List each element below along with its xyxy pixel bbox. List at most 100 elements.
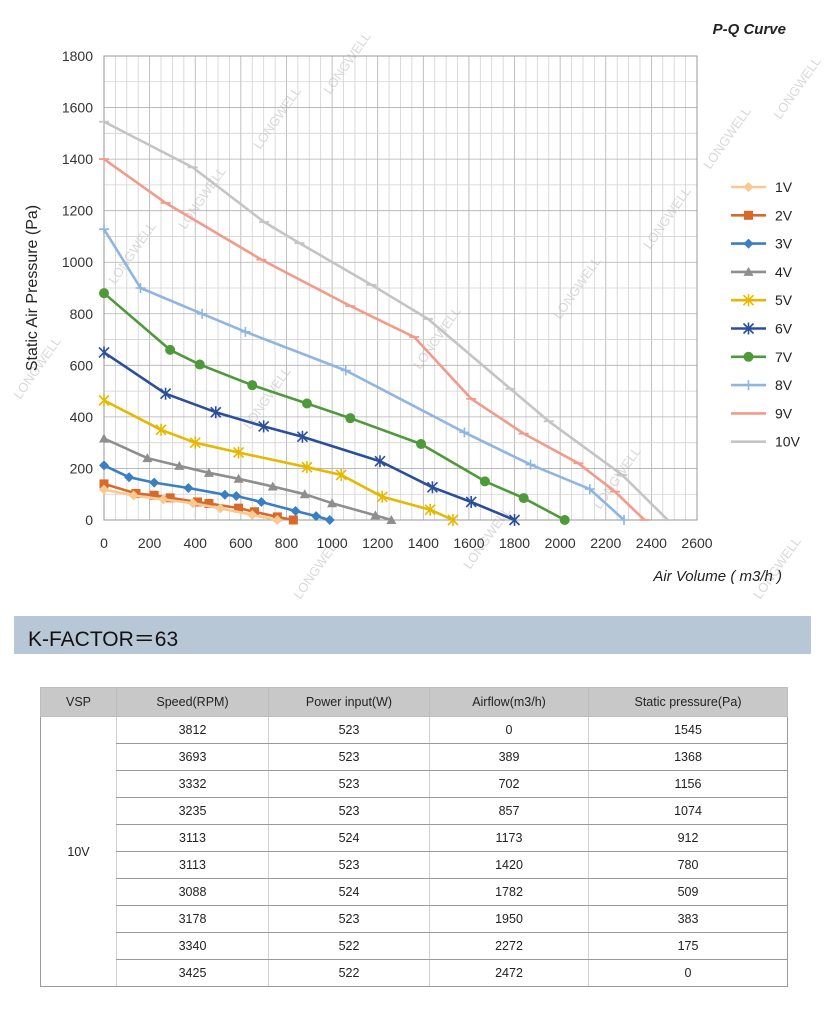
series-6v [98, 346, 521, 526]
header-airflow: Airflow(m3/h) [429, 687, 589, 717]
data-point [187, 498, 198, 509]
data-point [584, 484, 595, 495]
table-row: 3340 522 2272 175 [41, 932, 788, 960]
table-row: 10V 3812 523 0 1545 [40, 716, 788, 987]
data-point [508, 514, 521, 526]
x-tick-label: 800 [275, 535, 299, 551]
k-factor-bar: K-FACTOR＝63 [14, 616, 811, 654]
series-10v [99, 120, 673, 521]
data-point [128, 490, 139, 501]
data-point [194, 359, 205, 370]
data-point [250, 507, 260, 517]
watermark-group: LONGWELLLONGWELLLONGWELLLONGWELLLONGWELL… [10, 29, 824, 602]
airflow-cell: 857 [429, 797, 589, 825]
legend-item: 5V [731, 292, 793, 308]
data-point [518, 493, 529, 504]
legend-item: 7V [731, 349, 793, 365]
data-point [189, 436, 201, 449]
series-line [103, 437, 392, 522]
table-header-row: VSP Speed(RPM) Power input(W) Airflow(m3… [40, 687, 788, 717]
data-point [160, 387, 172, 400]
y-tick-label: 1400 [62, 151, 93, 167]
legend-label: 4V [775, 264, 793, 280]
data-point [240, 326, 251, 337]
data-point [370, 510, 381, 520]
legend-item: 1V [731, 179, 793, 195]
data-point [165, 344, 176, 355]
speed-cell: 3178 [116, 905, 269, 933]
data-point [256, 496, 267, 507]
legend-marker [742, 322, 755, 335]
series-5v [98, 394, 459, 526]
data-point [426, 481, 438, 494]
legend-marker [742, 294, 755, 307]
data-point [155, 423, 167, 436]
speed-cell: 3235 [116, 797, 269, 825]
x-tick-label: 1800 [499, 535, 530, 551]
legend-label: 7V [775, 349, 793, 365]
data-point [311, 511, 322, 522]
legend-label: 1V [775, 179, 793, 195]
data-point [296, 430, 308, 443]
pressure-cell: 1156 [588, 770, 788, 798]
legend-marker [743, 380, 754, 391]
data-point [301, 398, 312, 409]
y-tick-label: 1600 [62, 100, 93, 116]
data-point [619, 515, 630, 525]
x-tick-label: 2000 [545, 535, 576, 551]
legend-item: 10V [731, 434, 801, 450]
y-tick-label: 1000 [62, 254, 93, 270]
airflow-cell: 1782 [429, 878, 589, 906]
power-cell: 523 [268, 797, 430, 825]
airflow-cell: 389 [429, 743, 589, 771]
power-cell: 523 [268, 743, 430, 771]
data-point [301, 461, 313, 474]
pressure-cell: 780 [588, 851, 788, 879]
x-tick-label: 1400 [408, 535, 439, 551]
pq-chart: LONGWELLLONGWELLLONGWELLLONGWELLLONGWELL… [10, 21, 824, 602]
x-tick-label: 1000 [316, 535, 347, 551]
data-point [465, 495, 477, 508]
y-tick-label: 400 [70, 409, 94, 425]
series-4v [99, 433, 397, 524]
data-point [234, 503, 244, 513]
data-point [374, 455, 386, 468]
table-row: 3693 523 389 1368 [41, 743, 788, 771]
data-point [98, 346, 110, 359]
data-point [124, 472, 135, 483]
table-row: 3235 523 857 1074 [41, 797, 788, 825]
legend-marker [743, 238, 754, 249]
data-point [345, 413, 356, 424]
speed-cell: 3332 [116, 770, 269, 798]
data-point [149, 477, 160, 488]
data-point [215, 503, 226, 514]
airflow-cell: 2272 [429, 932, 589, 960]
data-point [559, 515, 570, 525]
pressure-cell: 1545 [588, 716, 788, 744]
legend-label: 2V [775, 207, 793, 223]
speed-cell: 3693 [116, 743, 269, 771]
legend-marker [743, 266, 754, 276]
airflow-cell: 1420 [429, 851, 589, 879]
power-cell: 524 [268, 878, 430, 906]
watermark-text: LONGWELL [770, 54, 824, 122]
series-8v [99, 224, 630, 525]
airflow-cell: 702 [429, 770, 589, 798]
y-tick-label: 800 [70, 306, 94, 322]
power-cell: 523 [268, 905, 430, 933]
data-point [424, 503, 436, 516]
legend-item: 2V [731, 207, 793, 223]
header-pressure: Static pressure(Pa) [588, 687, 788, 717]
series-1v [99, 484, 283, 525]
pressure-cell: 1074 [588, 797, 788, 825]
data-point [233, 473, 244, 483]
speed-cell: 3088 [116, 878, 269, 906]
data-point [447, 514, 459, 526]
data-point [232, 446, 245, 459]
series-line [103, 464, 331, 522]
y-tick-label: 1200 [62, 203, 93, 219]
series-7v [99, 288, 570, 525]
data-point [99, 484, 109, 495]
series-line [102, 228, 625, 521]
pressure-cell: 383 [588, 905, 788, 933]
